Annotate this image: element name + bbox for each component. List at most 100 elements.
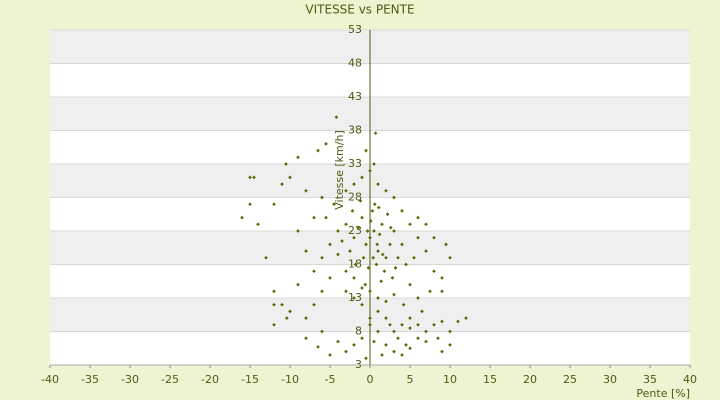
point	[440, 349, 444, 354]
x-axis-label: Pente [%]	[636, 387, 690, 400]
x-tick-label: 20	[523, 373, 537, 386]
point	[380, 353, 384, 357]
point	[296, 155, 300, 160]
point	[332, 202, 336, 207]
y-tick-label: 53	[348, 23, 362, 36]
point	[328, 242, 332, 247]
point	[392, 349, 396, 354]
point	[360, 175, 364, 180]
point	[344, 349, 348, 354]
point	[368, 235, 372, 240]
point	[360, 302, 364, 307]
point	[385, 212, 390, 217]
point	[252, 175, 256, 180]
point	[350, 209, 355, 213]
point	[280, 302, 284, 307]
point	[396, 255, 400, 260]
point	[344, 188, 348, 193]
x-tick-label: 10	[443, 373, 457, 386]
point	[416, 235, 420, 240]
point	[373, 131, 378, 136]
point	[432, 322, 436, 327]
point	[382, 269, 387, 274]
x-tick-label: -5	[325, 373, 336, 386]
point	[424, 329, 428, 334]
y-tick-label: 38	[348, 124, 362, 137]
point	[353, 262, 358, 267]
point	[364, 148, 368, 153]
point	[428, 289, 432, 294]
point	[416, 296, 420, 300]
point	[374, 262, 379, 267]
point	[384, 188, 388, 193]
point	[400, 209, 404, 213]
point	[304, 336, 308, 341]
point	[448, 329, 452, 334]
point	[371, 255, 376, 260]
point	[440, 289, 444, 294]
point	[392, 329, 396, 334]
point	[304, 188, 308, 193]
point	[284, 316, 289, 320]
point	[376, 182, 380, 186]
x-tick-label: 30	[603, 373, 617, 386]
point	[440, 319, 444, 324]
point	[240, 215, 244, 220]
x-tick-label: 35	[643, 373, 657, 386]
point	[416, 336, 420, 341]
point	[416, 215, 420, 220]
point	[248, 202, 252, 207]
chart-title: VITESSE vs PENTE	[305, 3, 414, 17]
point	[365, 229, 370, 233]
point	[401, 302, 406, 307]
point	[358, 199, 363, 203]
point	[352, 235, 356, 240]
point	[336, 339, 340, 344]
point	[312, 269, 316, 274]
x-tick-label: -30	[121, 373, 139, 386]
point	[352, 276, 356, 280]
y-tick-label: 23	[348, 224, 362, 237]
x-tick-label: -35	[81, 373, 99, 386]
point	[328, 353, 332, 357]
point	[456, 319, 460, 324]
point	[296, 229, 300, 233]
point	[372, 202, 377, 207]
point	[416, 322, 420, 327]
point	[366, 266, 371, 270]
x-tick-label: 5	[407, 373, 414, 386]
point	[392, 229, 396, 233]
y-axis-label: Vitesse [km/h]	[333, 130, 346, 210]
point	[324, 215, 328, 220]
point	[380, 222, 384, 227]
point	[272, 322, 276, 327]
x-tick-label: 15	[483, 373, 497, 386]
point	[352, 182, 356, 186]
point	[272, 202, 276, 207]
point	[408, 222, 412, 227]
point	[296, 282, 300, 287]
point	[376, 205, 381, 210]
point	[344, 289, 348, 294]
point	[404, 262, 408, 267]
point	[256, 222, 260, 227]
point	[412, 255, 416, 260]
point	[436, 336, 440, 341]
point	[348, 249, 352, 253]
point	[344, 222, 348, 227]
point	[372, 339, 376, 344]
point	[340, 239, 344, 243]
point	[356, 225, 360, 230]
point	[388, 225, 393, 230]
point	[384, 255, 388, 260]
x-tick-label: 0	[367, 373, 374, 386]
point	[440, 276, 444, 280]
x-tick-label: 25	[563, 373, 577, 386]
point	[272, 302, 276, 307]
point	[328, 276, 332, 280]
y-tick-label: 28	[348, 191, 362, 204]
point	[372, 229, 376, 233]
point	[424, 222, 428, 227]
